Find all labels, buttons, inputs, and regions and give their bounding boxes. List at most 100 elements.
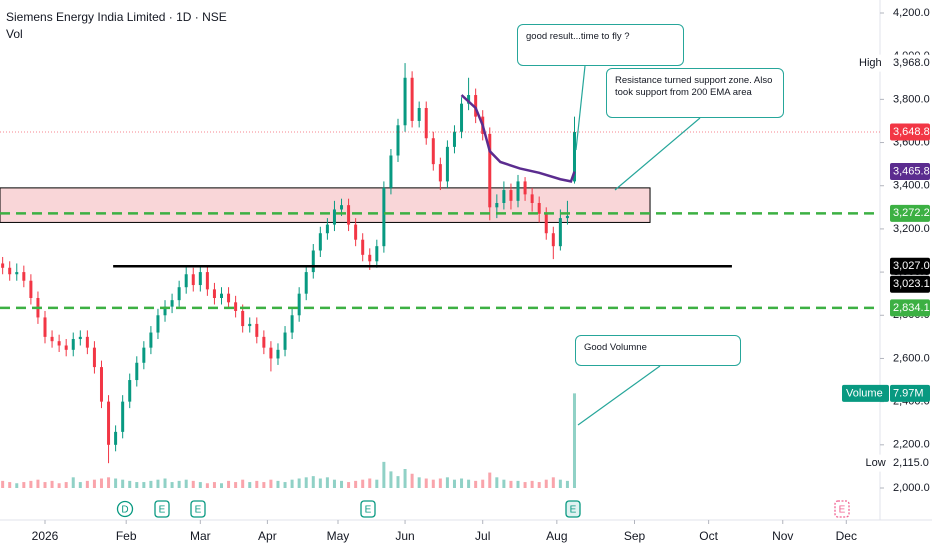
candle-body xyxy=(502,190,506,203)
candle-body xyxy=(121,401,125,432)
candle-body xyxy=(22,272,26,281)
candle-body xyxy=(438,164,442,182)
price-marker-name: Low xyxy=(866,457,886,469)
candle-body xyxy=(163,306,167,316)
volume-bar xyxy=(177,480,181,488)
volume-bar xyxy=(347,482,351,488)
x-tick-label: Sep xyxy=(624,529,646,543)
volume-bar xyxy=(107,477,111,488)
x-tick-label: Mar xyxy=(190,529,211,543)
candle-body xyxy=(460,103,464,132)
candle-body xyxy=(523,181,527,195)
event-icon xyxy=(190,500,206,518)
volume-bar xyxy=(297,478,301,488)
candle-body xyxy=(107,401,111,445)
volume-bar xyxy=(170,482,174,488)
candle-body xyxy=(544,213,548,234)
volume-bar xyxy=(99,478,103,488)
volume-bar xyxy=(445,477,449,488)
volume-bar xyxy=(544,479,548,488)
volume-bar xyxy=(163,478,167,488)
candle-body xyxy=(537,203,541,214)
candle-body xyxy=(156,315,160,333)
x-tick-label: Jun xyxy=(395,529,414,543)
volume-bar xyxy=(495,477,499,488)
candle-body xyxy=(311,250,315,273)
candle-body xyxy=(234,302,238,311)
y-tick-label: 2,000.0 xyxy=(893,482,930,494)
volume-bar xyxy=(92,479,96,488)
volume-bar xyxy=(220,483,224,488)
price-marker: 2,115.0 Low xyxy=(861,454,930,472)
volume-bar xyxy=(452,479,456,488)
volume-bar xyxy=(71,477,75,488)
candle-body xyxy=(382,187,386,247)
volume-bar xyxy=(375,479,379,488)
candle-body xyxy=(530,194,534,203)
volume-bar xyxy=(431,479,435,488)
volume-bar xyxy=(135,482,139,488)
price-marker-name-box xyxy=(855,54,889,72)
candle-body xyxy=(389,155,393,188)
volume-bar xyxy=(502,479,506,488)
volume-bar xyxy=(255,480,259,488)
volume-bar xyxy=(332,479,336,488)
candle-body xyxy=(283,332,287,350)
y-tick-label: 3,800.0 xyxy=(893,93,930,105)
candle-body xyxy=(241,310,245,327)
price-marker-box xyxy=(890,123,930,141)
candle-body xyxy=(262,336,266,348)
volume-bar xyxy=(389,471,393,488)
x-tick-label: Oct xyxy=(699,529,718,543)
candle-body xyxy=(227,293,231,303)
price-marker-name: High xyxy=(859,57,882,69)
candle-body xyxy=(29,280,33,298)
candle-body xyxy=(347,205,351,225)
volume-bar xyxy=(530,480,534,488)
candle-body xyxy=(558,218,562,247)
candle-body xyxy=(509,190,513,201)
event-label: E xyxy=(195,505,202,516)
volume-bar xyxy=(227,480,231,488)
candle-body xyxy=(431,138,435,165)
y-tick-label: 4,200.0 xyxy=(893,7,930,19)
x-tick-label: Nov xyxy=(772,529,793,543)
support-zone xyxy=(0,187,651,223)
candle-body xyxy=(8,267,12,275)
y-tick-label: 3,200.0 xyxy=(893,223,930,235)
volume-bar xyxy=(234,482,238,488)
candle-body xyxy=(325,224,329,234)
candle-body xyxy=(1,263,5,268)
candle-body xyxy=(142,347,146,363)
price-marker: 3,968.0 High xyxy=(855,54,930,72)
volume-bar xyxy=(523,482,527,488)
candle-body xyxy=(318,233,322,251)
volume-bar xyxy=(156,479,160,488)
candle-body xyxy=(198,272,202,286)
price-marker-label: 3,465.8 xyxy=(893,165,930,177)
volume-bar xyxy=(460,478,464,488)
callout-pointer xyxy=(575,65,586,151)
volume-bar xyxy=(488,472,492,488)
volume-bar xyxy=(64,482,68,488)
price-marker-box xyxy=(890,454,930,472)
candle-body xyxy=(572,132,576,182)
volume-bar xyxy=(149,480,153,488)
price-marker: 3,272.2 xyxy=(890,204,930,222)
volume-bar xyxy=(198,482,202,488)
y-tick-label: 2,600.0 xyxy=(893,352,930,364)
volume-bar xyxy=(205,483,209,488)
candle-body xyxy=(565,215,569,219)
candle-body xyxy=(361,239,365,255)
candle-body xyxy=(354,224,358,240)
y-tick-label: 3,400.0 xyxy=(893,180,930,192)
candle-body xyxy=(396,125,400,156)
volume-bar xyxy=(318,478,322,488)
volume-bar xyxy=(325,477,329,488)
volume-bar xyxy=(572,393,576,488)
event-label: E xyxy=(570,505,577,516)
candle-body xyxy=(71,339,75,350)
volume-bar xyxy=(516,480,520,488)
